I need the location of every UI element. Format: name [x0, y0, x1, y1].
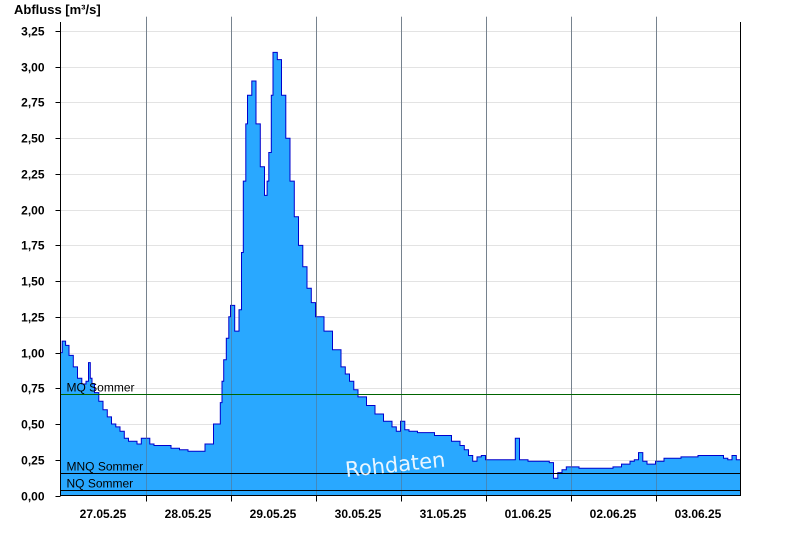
y-tick-label: 1,25	[21, 311, 45, 325]
y-tick-label: 2,25	[21, 168, 45, 182]
x-tick-label: 02.06.25	[590, 507, 637, 521]
y-tick-label: 1,50	[21, 275, 45, 289]
y-tick-label: 1,00	[21, 347, 45, 361]
reference-line-label: NQ Sommer	[67, 477, 134, 491]
reference-line-label: MQ Sommer	[67, 381, 135, 395]
x-tick-label: 27.05.25	[80, 507, 127, 521]
x-axis-ticks: 27.05.25 28.05.25 29.05.25 30.05.25 31.05.25…	[80, 495, 722, 521]
y-tick-label: 2,00	[21, 204, 45, 218]
y-tick-label: 2,50	[21, 132, 45, 146]
x-tick-label: 30.05.25	[335, 507, 382, 521]
discharge-line	[60, 51, 741, 479]
y-tick-label: 0,25	[21, 454, 45, 468]
discharge-area	[60, 52, 741, 496]
x-tick-label: 01.06.25	[505, 507, 552, 521]
y-tick-label: 3,00	[21, 61, 45, 75]
y-tick-label: 0,50	[21, 418, 45, 432]
y-tick-label: 0,75	[21, 382, 45, 396]
reference-lines: MQ Sommer MNQ Sommer NQ Sommer	[60, 16, 741, 496]
y-tick-label: 2,75	[21, 96, 45, 110]
x-tick-label: 28.05.25	[165, 507, 212, 521]
y-axis-ticks: 0,00 0,25 0,50 0,75 1,00 1,25 1,50 1,75 2,00 2,25…	[21, 25, 61, 504]
plot-area	[60, 22, 741, 496]
y-tick-label: 3,25	[21, 25, 45, 39]
y-tick-label: 0,00	[21, 490, 45, 504]
x-tick-label: 31.05.25	[420, 507, 467, 521]
y-tick-label: 1,75	[21, 239, 45, 253]
x-tick-label: 03.06.25	[675, 507, 722, 521]
reference-line-label: MNQ Sommer	[67, 460, 144, 474]
y-axis-label: Abfluss [m³/s]	[14, 2, 101, 17]
x-tick-label: 29.05.25	[250, 507, 297, 521]
